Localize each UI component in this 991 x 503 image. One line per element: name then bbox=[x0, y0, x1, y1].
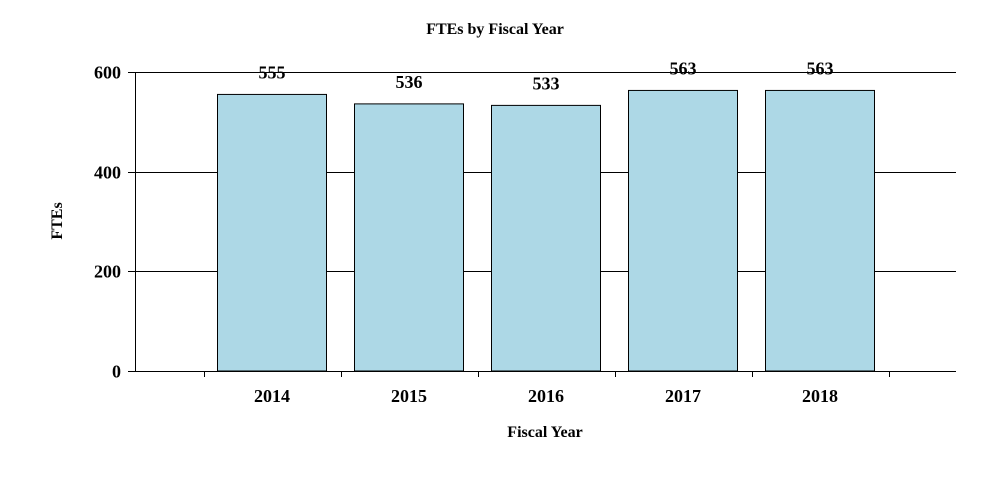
x-tick-label-2014: 2014 bbox=[254, 386, 290, 406]
y-tick-label-600: 600 bbox=[94, 63, 121, 83]
data-labels: 555 536 533 563 563 bbox=[259, 58, 834, 93]
bars bbox=[217, 89, 875, 372]
chart-title: FTEs by Fiscal Year bbox=[426, 21, 564, 38]
x-tick-label-2016: 2016 bbox=[528, 386, 564, 406]
y-tick-label-0: 0 bbox=[112, 362, 121, 382]
y-tick-label-200: 200 bbox=[94, 262, 121, 282]
x-tick-label-2015: 2015 bbox=[391, 386, 427, 406]
bar-2016 bbox=[491, 104, 601, 372]
y-tick-label-400: 400 bbox=[94, 163, 121, 183]
data-label-2014: 555 bbox=[259, 62, 286, 82]
data-label-2016: 533 bbox=[533, 73, 560, 93]
bar-2018 bbox=[765, 89, 875, 372]
y-axis-title: FTEs bbox=[49, 202, 66, 239]
bar-2015 bbox=[354, 103, 464, 372]
data-label-2017: 563 bbox=[670, 58, 697, 78]
x-tick-label-2017: 2017 bbox=[665, 386, 701, 406]
data-label-2015: 536 bbox=[396, 72, 423, 92]
x-axis-title: Fiscal Year bbox=[507, 424, 582, 441]
axes: 0 200 400 600 2014 2015 2016 2017 2018 bbox=[94, 63, 956, 406]
data-label-2018: 563 bbox=[807, 58, 834, 78]
bar-2014 bbox=[217, 93, 327, 372]
x-tick-label-2018: 2018 bbox=[802, 386, 838, 406]
bar-2017 bbox=[628, 89, 738, 372]
